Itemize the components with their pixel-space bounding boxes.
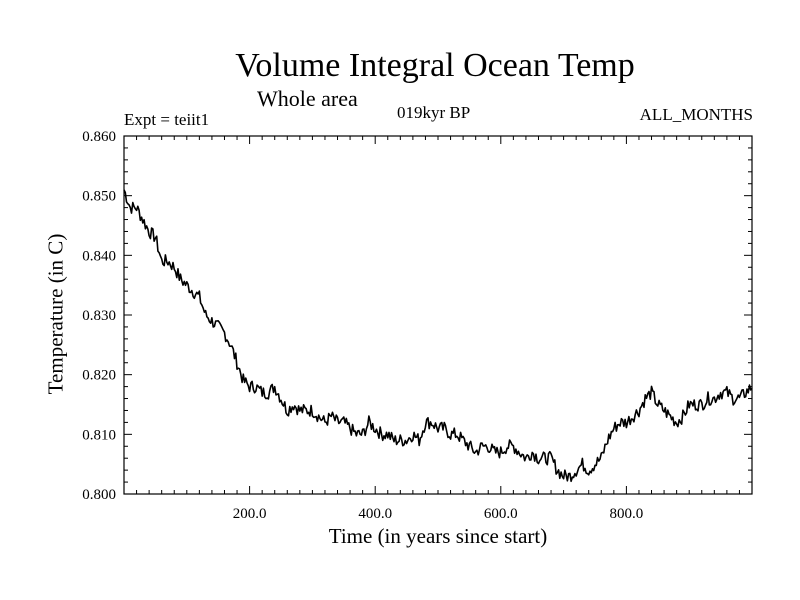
plot-frame — [123, 135, 753, 495]
chart-title: Volume Integral Ocean Temp — [235, 47, 635, 84]
x-tick-label: 800.0 — [610, 506, 644, 522]
y-tick-label: 0.850 — [82, 189, 116, 205]
series-line — [123, 189, 753, 483]
x-tick-label: 200.0 — [233, 506, 267, 522]
axes: 200.0 400.0 600.0 800.0 0.800 0.810 0.820 0.830… — [82, 129, 753, 522]
y-tick-label: 0.840 — [82, 248, 116, 264]
y-tick-label: 0.800 — [82, 487, 116, 503]
period-label: 019kyr BP — [397, 103, 471, 122]
series-layer — [123, 189, 753, 483]
y-tick-label: 0.830 — [82, 308, 116, 324]
x-axis-label: Time (in years since start) — [328, 524, 548, 548]
experiment-label: Expt = teiit1 — [124, 110, 210, 129]
x-tick-label: 400.0 — [358, 506, 392, 522]
y-tick-label: 0.860 — [82, 129, 116, 145]
y-tick-label: 0.820 — [82, 368, 116, 384]
months-label: ALL_MONTHS — [639, 105, 753, 124]
y-tick-label: 0.810 — [82, 427, 116, 443]
x-tick-label: 600.0 — [484, 506, 518, 522]
chart-subtitle: Whole area — [257, 86, 358, 111]
